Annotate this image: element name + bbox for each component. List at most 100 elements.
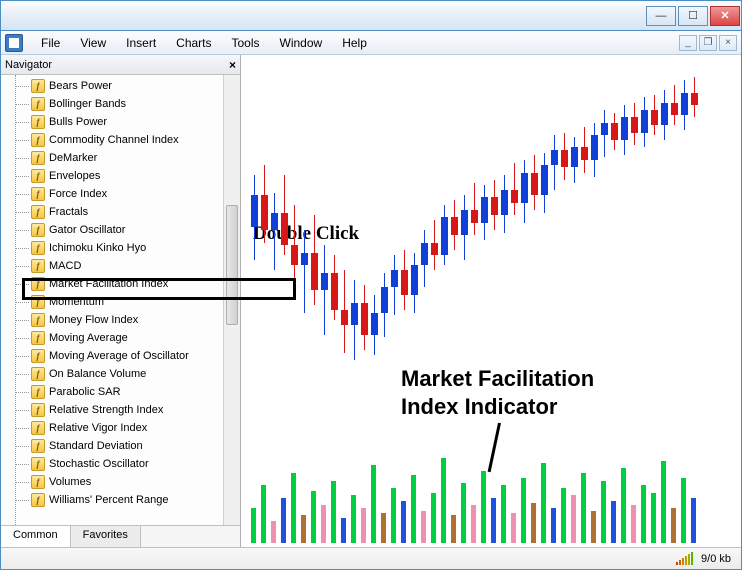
indicator-icon: f xyxy=(31,241,45,255)
annotation-pointer-line xyxy=(488,423,501,473)
indicator-item[interactable]: fStandard Deviation xyxy=(1,437,240,455)
mfi-bar xyxy=(501,485,506,543)
mfi-bar xyxy=(331,481,336,543)
indicator-icon: f xyxy=(31,295,45,309)
menu-insert[interactable]: Insert xyxy=(116,33,166,53)
statusbar: 9/0 kb xyxy=(1,547,741,569)
navigator-close-button[interactable]: × xyxy=(229,58,236,72)
indicator-label: Parabolic SAR xyxy=(49,386,121,398)
indicator-item[interactable]: fBears Power xyxy=(1,77,240,95)
candle-wick xyxy=(304,230,305,313)
indicator-icon: f xyxy=(31,367,45,381)
candle-body xyxy=(401,270,408,295)
mfi-bar xyxy=(311,491,316,543)
candle-body xyxy=(291,245,298,265)
mfi-bar xyxy=(461,483,466,543)
mfi-bar xyxy=(381,513,386,543)
navigator-title: Navigator xyxy=(5,59,52,71)
menu-view[interactable]: View xyxy=(70,33,116,53)
candle-body xyxy=(481,197,488,223)
indicator-icon: f xyxy=(31,259,45,273)
chart-area[interactable]: Double Click Market Facilitation Index I… xyxy=(241,55,741,547)
tab-favorites[interactable]: Favorites xyxy=(71,526,141,547)
candle-wick xyxy=(514,163,515,215)
indicator-icon: f xyxy=(31,151,45,165)
menu-help[interactable]: Help xyxy=(332,33,377,53)
candle-body xyxy=(621,117,628,140)
mfi-bar xyxy=(411,475,416,543)
candle-body xyxy=(441,217,448,255)
indicator-item[interactable]: fParabolic SAR xyxy=(1,383,240,401)
mfi-bar xyxy=(511,513,516,543)
indicator-item[interactable]: fVolumes xyxy=(1,473,240,491)
indicator-label: Stochastic Oscillator xyxy=(49,458,149,470)
menu-tools[interactable]: Tools xyxy=(222,33,270,53)
indicator-item[interactable]: f Momentum xyxy=(1,293,240,311)
indicator-item[interactable]: fFractals xyxy=(1,203,240,221)
candle-body xyxy=(531,173,538,195)
mfi-bar xyxy=(601,481,606,543)
indicator-item[interactable]: f Stochastic Oscillator xyxy=(1,455,240,473)
mfi-bar xyxy=(641,485,646,543)
navigator-scrollbar[interactable] xyxy=(223,75,240,525)
indicator-icon: f xyxy=(31,457,45,471)
candle-body xyxy=(571,147,578,167)
scrollbar-thumb[interactable] xyxy=(226,205,238,325)
window-close-button[interactable]: ✕ xyxy=(710,6,740,26)
app-window: — ☐ ✕ FileViewInsertChartsToolsWindowHel… xyxy=(0,0,742,570)
indicator-icon: f xyxy=(31,331,45,345)
indicator-item[interactable]: fMoving Average of Oscillator xyxy=(1,347,240,365)
indicator-item[interactable]: fIchimoku Kinko Hyo xyxy=(1,239,240,257)
candle-body xyxy=(351,303,358,325)
navigator-tabs: Common Favorites xyxy=(1,525,240,547)
candle-body xyxy=(331,273,338,310)
mfi-bar xyxy=(621,468,626,543)
indicator-item[interactable]: fMoving Average xyxy=(1,329,240,347)
indicator-item[interactable]: fDeMarker xyxy=(1,149,240,167)
indicator-label: Relative Strength Index xyxy=(49,404,163,416)
indicator-item[interactable]: fGator Oscillator xyxy=(1,221,240,239)
indicator-label: Momentum xyxy=(49,296,104,308)
window-minimize-button[interactable]: — xyxy=(646,6,676,26)
candle-body xyxy=(581,147,588,160)
candle-body xyxy=(591,135,598,160)
navigator-tree[interactable]: fBears PowerfBollinger BandsfBulls Power… xyxy=(1,75,240,525)
candle-body xyxy=(451,217,458,235)
indicator-item[interactable]: fRelative Vigor Index xyxy=(1,419,240,437)
menu-file[interactable]: File xyxy=(31,33,70,53)
indicator-icon: f xyxy=(31,97,45,111)
mfi-bar xyxy=(591,511,596,543)
mfi-bar xyxy=(371,465,376,543)
indicator-item[interactable]: fBulls Power xyxy=(1,113,240,131)
menu-charts[interactable]: Charts xyxy=(166,33,221,53)
indicator-label: Envelopes xyxy=(49,170,100,182)
indicator-icon: f xyxy=(31,115,45,129)
menu-window[interactable]: Window xyxy=(270,33,333,53)
mdi-close-button[interactable]: × xyxy=(719,35,737,51)
indicator-item[interactable]: fForce Index xyxy=(1,185,240,203)
mdi-minimize-button[interactable]: _ xyxy=(679,35,697,51)
mdi-restore-button[interactable]: ❐ xyxy=(699,35,717,51)
indicator-item[interactable]: fMACD xyxy=(1,257,240,275)
candle-body xyxy=(301,253,308,265)
candle-wick xyxy=(474,183,475,235)
mfi-bar xyxy=(521,478,526,543)
indicator-icon: f xyxy=(31,133,45,147)
candle-body xyxy=(671,103,678,115)
indicator-item[interactable]: fBollinger Bands xyxy=(1,95,240,113)
mfi-bar xyxy=(321,505,326,543)
indicator-item[interactable]: fCommodity Channel Index xyxy=(1,131,240,149)
candle-wick xyxy=(324,245,325,335)
window-maximize-button[interactable]: ☐ xyxy=(678,6,708,26)
app-icon xyxy=(5,34,23,52)
indicator-item[interactable]: fOn Balance Volume xyxy=(1,365,240,383)
tab-common[interactable]: Common xyxy=(1,526,71,547)
indicator-label: Moving Average of Oscillator xyxy=(49,350,189,362)
indicator-icon: f xyxy=(31,79,45,93)
indicator-item[interactable]: fWilliams' Percent Range xyxy=(1,491,240,509)
indicator-item[interactable]: fEnvelopes xyxy=(1,167,240,185)
mfi-bar xyxy=(531,503,536,543)
indicator-item[interactable]: fRelative Strength Index xyxy=(1,401,240,419)
indicator-item[interactable]: fMarket Facilitation Index xyxy=(1,275,240,293)
indicator-item[interactable]: fMoney Flow Index xyxy=(1,311,240,329)
